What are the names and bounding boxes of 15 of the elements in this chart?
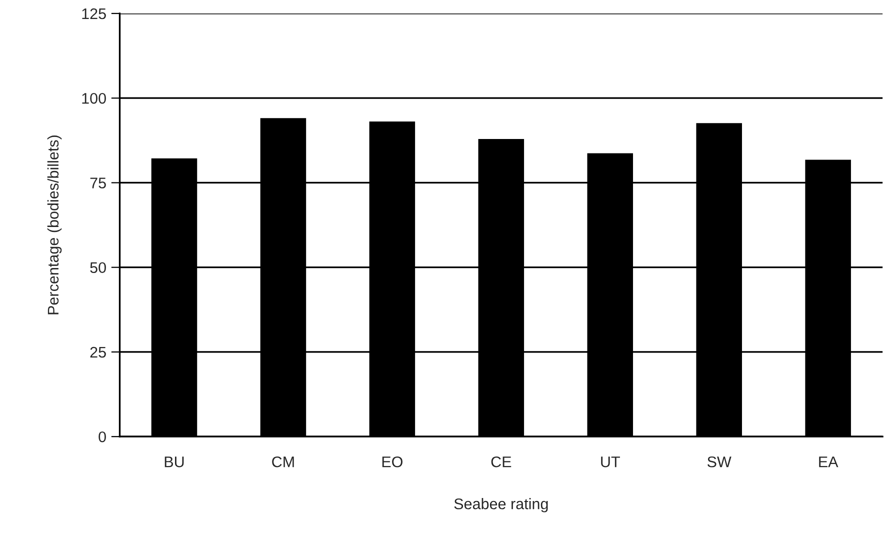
x-axis-title: Seabee rating — [454, 498, 548, 512]
y-tick-label: 50 — [90, 262, 106, 274]
y-tick-label: 0 — [98, 431, 106, 442]
y-tick-label: 75 — [90, 178, 106, 188]
x-tick-label: UT — [601, 456, 620, 468]
x-tick-label: SW — [707, 456, 732, 468]
x-tick-label: CM — [272, 456, 294, 468]
y-tick-label: 100 — [82, 92, 106, 104]
y-tick-label: 125 — [82, 8, 106, 20]
y-axis-title: Percentage (bodies/billets) — [47, 136, 62, 314]
x-tick-label: EA — [819, 456, 838, 468]
x-tick-label: CE — [491, 456, 512, 468]
x-tick-label: EO — [382, 456, 402, 468]
x-tick-label: BU — [164, 456, 184, 468]
y-tick-label: 25 — [90, 346, 106, 358]
